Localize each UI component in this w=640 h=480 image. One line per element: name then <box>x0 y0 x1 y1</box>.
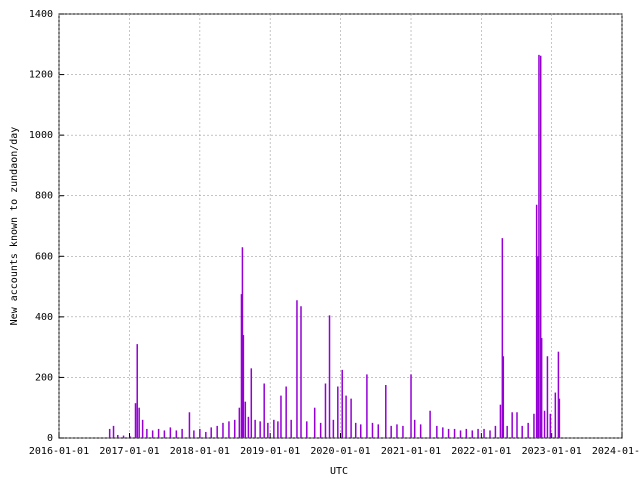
x-tick-label: 2018-01-01 <box>170 446 230 457</box>
x-tick-label: 2023-01-01 <box>522 446 582 457</box>
y-tick-label: 1400 <box>29 9 53 20</box>
y-tick-label: 800 <box>35 191 53 202</box>
y-tick-label: 1000 <box>29 130 53 141</box>
y-tick-label: 0 <box>47 433 53 444</box>
y-axis-label: New accounts known to zundaon/day <box>9 127 20 326</box>
y-tick-label: 400 <box>35 312 53 323</box>
x-tick-label: 2022-01-01 <box>451 446 511 457</box>
x-tick-label: 2024-01-01 <box>592 446 640 457</box>
y-tick-label: 200 <box>35 372 53 383</box>
x-tick-label: 2019-01-01 <box>240 446 300 457</box>
y-tick-label: 1200 <box>29 70 53 81</box>
x-tick-label: 2021-01-01 <box>381 446 441 457</box>
y-tick-label: 600 <box>35 251 53 262</box>
x-tick-label: 2020-01-01 <box>310 446 370 457</box>
x-axis-label: UTC <box>330 466 348 477</box>
x-tick-label: 2016-01-01 <box>29 446 89 457</box>
x-tick-label: 2017-01-01 <box>99 446 159 457</box>
